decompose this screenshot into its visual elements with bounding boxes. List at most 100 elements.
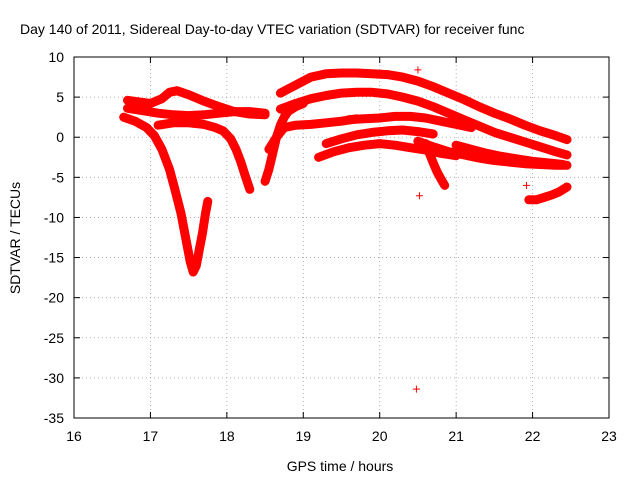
data-point (353, 69, 361, 77)
series-trace (119, 112, 213, 277)
data-point (345, 144, 353, 152)
data-point (536, 143, 544, 151)
data-point (452, 141, 460, 149)
series-dip-arc-17 (119, 112, 213, 277)
x-tick-label: 16 (66, 428, 82, 444)
data-point (166, 165, 174, 173)
data-point (460, 151, 468, 159)
data-point (124, 96, 131, 104)
data-point (201, 209, 209, 217)
data-point (182, 234, 190, 241)
data-point (292, 81, 300, 89)
data-point (338, 89, 345, 97)
data-point (490, 128, 498, 136)
data-point (383, 90, 391, 98)
y-tick-label: -35 (44, 410, 64, 426)
data-point (353, 131, 361, 139)
x-tick-label: 17 (143, 428, 159, 444)
data-point (522, 181, 530, 189)
data-point (338, 69, 345, 77)
x-tick-label: 21 (448, 428, 464, 444)
data-point (559, 160, 567, 168)
data-point (544, 159, 552, 167)
data-point (246, 185, 254, 193)
data-point (171, 185, 179, 193)
data-point (322, 92, 330, 100)
data-point (185, 112, 193, 120)
data-point (429, 83, 437, 91)
series-band-19.6 (344, 111, 476, 133)
data-point (368, 70, 376, 78)
data-point (280, 124, 288, 132)
data-point (506, 133, 514, 141)
data-point (204, 197, 212, 205)
data-point (521, 121, 529, 129)
data-point (406, 144, 414, 152)
data-point (143, 124, 151, 132)
data-point (166, 88, 174, 96)
data-point (185, 91, 193, 99)
data-point (169, 111, 177, 119)
data-point (173, 87, 181, 95)
data-point (322, 119, 330, 127)
data-point (548, 191, 556, 199)
data-point (158, 95, 166, 103)
data-point (261, 109, 269, 117)
data-point (425, 149, 433, 157)
tick-layer: 16 17 18 19 20 21 22 23 10 5 0 -5 -10 -15 -20 -25 -30 -35 (44, 49, 617, 444)
data-point (292, 103, 300, 111)
data-point (399, 73, 407, 81)
data-point (200, 97, 208, 105)
data-point (276, 105, 284, 113)
data-point (552, 132, 559, 140)
data-point (422, 114, 430, 122)
y-tick-label: -20 (44, 290, 64, 306)
data-point (406, 112, 414, 120)
x-tick-label: 22 (525, 428, 541, 444)
data-point (445, 109, 452, 117)
data-point (195, 246, 203, 254)
data-point (307, 73, 315, 81)
data-point (412, 385, 420, 393)
series-arc-22 (524, 182, 572, 205)
data-point (391, 141, 399, 149)
data-point (265, 145, 273, 153)
data-point (383, 71, 391, 79)
data-point (555, 188, 563, 196)
data-point (360, 141, 368, 149)
data-point (563, 136, 571, 144)
data-point (237, 157, 245, 165)
data-point (460, 96, 468, 104)
y-tick-label: -15 (44, 250, 64, 266)
data-point (536, 127, 544, 135)
data-point (376, 114, 384, 122)
x-tick-label: 19 (295, 428, 311, 444)
data-point (525, 196, 533, 204)
data-point (467, 145, 475, 153)
y-tick-label: 5 (56, 89, 64, 105)
data-point (261, 177, 269, 185)
data-point (376, 140, 384, 148)
data-point (307, 95, 315, 103)
data-point (429, 103, 437, 111)
data-point (433, 168, 441, 176)
series-trace (123, 103, 270, 121)
data-point (192, 262, 200, 270)
data-point (441, 181, 449, 189)
data-point (368, 88, 376, 96)
x-tick-label: 20 (372, 428, 388, 444)
data-point (177, 209, 185, 217)
data-point (338, 117, 345, 125)
data-point (383, 127, 391, 135)
data-point (414, 128, 422, 136)
data-point (154, 121, 162, 129)
data-point (345, 116, 353, 124)
data-point (563, 151, 571, 159)
data-point (215, 109, 223, 117)
data-point (211, 124, 219, 132)
data-point (227, 135, 235, 143)
data-point (120, 113, 128, 121)
plot-frame (73, 56, 610, 419)
data-point (154, 109, 162, 117)
